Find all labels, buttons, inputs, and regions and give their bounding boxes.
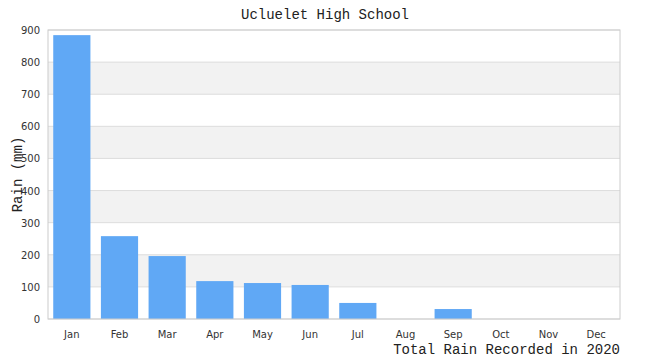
y-tick-label: 0 — [34, 314, 40, 325]
x-tick-label: Jan — [63, 329, 79, 340]
grid-line — [48, 158, 620, 159]
grid-line — [48, 126, 620, 127]
y-tick-label: 800 — [21, 57, 40, 68]
x-tick-label: Sep — [444, 329, 463, 340]
plot-frame — [48, 30, 620, 319]
grid-line — [48, 94, 620, 95]
x-tick-label: May — [252, 329, 273, 340]
plot-background — [48, 30, 620, 319]
x-tick-label: Dec — [586, 329, 605, 340]
x-tick-label: Apr — [206, 329, 224, 340]
bars — [53, 35, 472, 319]
bar — [339, 303, 376, 319]
y-tick-label: 200 — [21, 250, 40, 261]
title: Ucluelet High School — [241, 7, 409, 23]
y-axis-label: Rain (mm) — [10, 137, 26, 213]
bar — [196, 281, 233, 319]
bar — [101, 236, 138, 319]
chart: 0100200300400500600700800900JanFebMarApr… — [0, 0, 650, 360]
bar — [435, 309, 472, 319]
x-axis-label: Total Rain Recorded in 2020 — [393, 342, 620, 358]
x-tick-label: Nov — [539, 329, 559, 340]
bar — [292, 285, 329, 319]
bar — [244, 283, 281, 319]
x-tick-label: Aug — [396, 329, 416, 340]
grid-band — [48, 62, 620, 94]
y-tick-label: 100 — [21, 282, 40, 293]
grid-line — [48, 190, 620, 191]
y-tick-label: 300 — [21, 218, 40, 229]
bar — [53, 35, 90, 319]
x-tick-label: Jun — [301, 329, 318, 340]
grid-line — [48, 222, 620, 223]
x-tick-label: Mar — [158, 329, 178, 340]
x-tick-label: Jul — [351, 329, 364, 340]
grid-line — [48, 62, 620, 63]
x-tick-label: Oct — [492, 329, 509, 340]
grid-band — [48, 191, 620, 223]
y-tick-label: 600 — [21, 121, 40, 132]
x-tick-label: Feb — [111, 329, 129, 340]
bar — [149, 256, 186, 319]
y-tick-label: 700 — [21, 89, 40, 100]
y-tick-label: 900 — [21, 25, 40, 36]
grid-band — [48, 126, 620, 158]
